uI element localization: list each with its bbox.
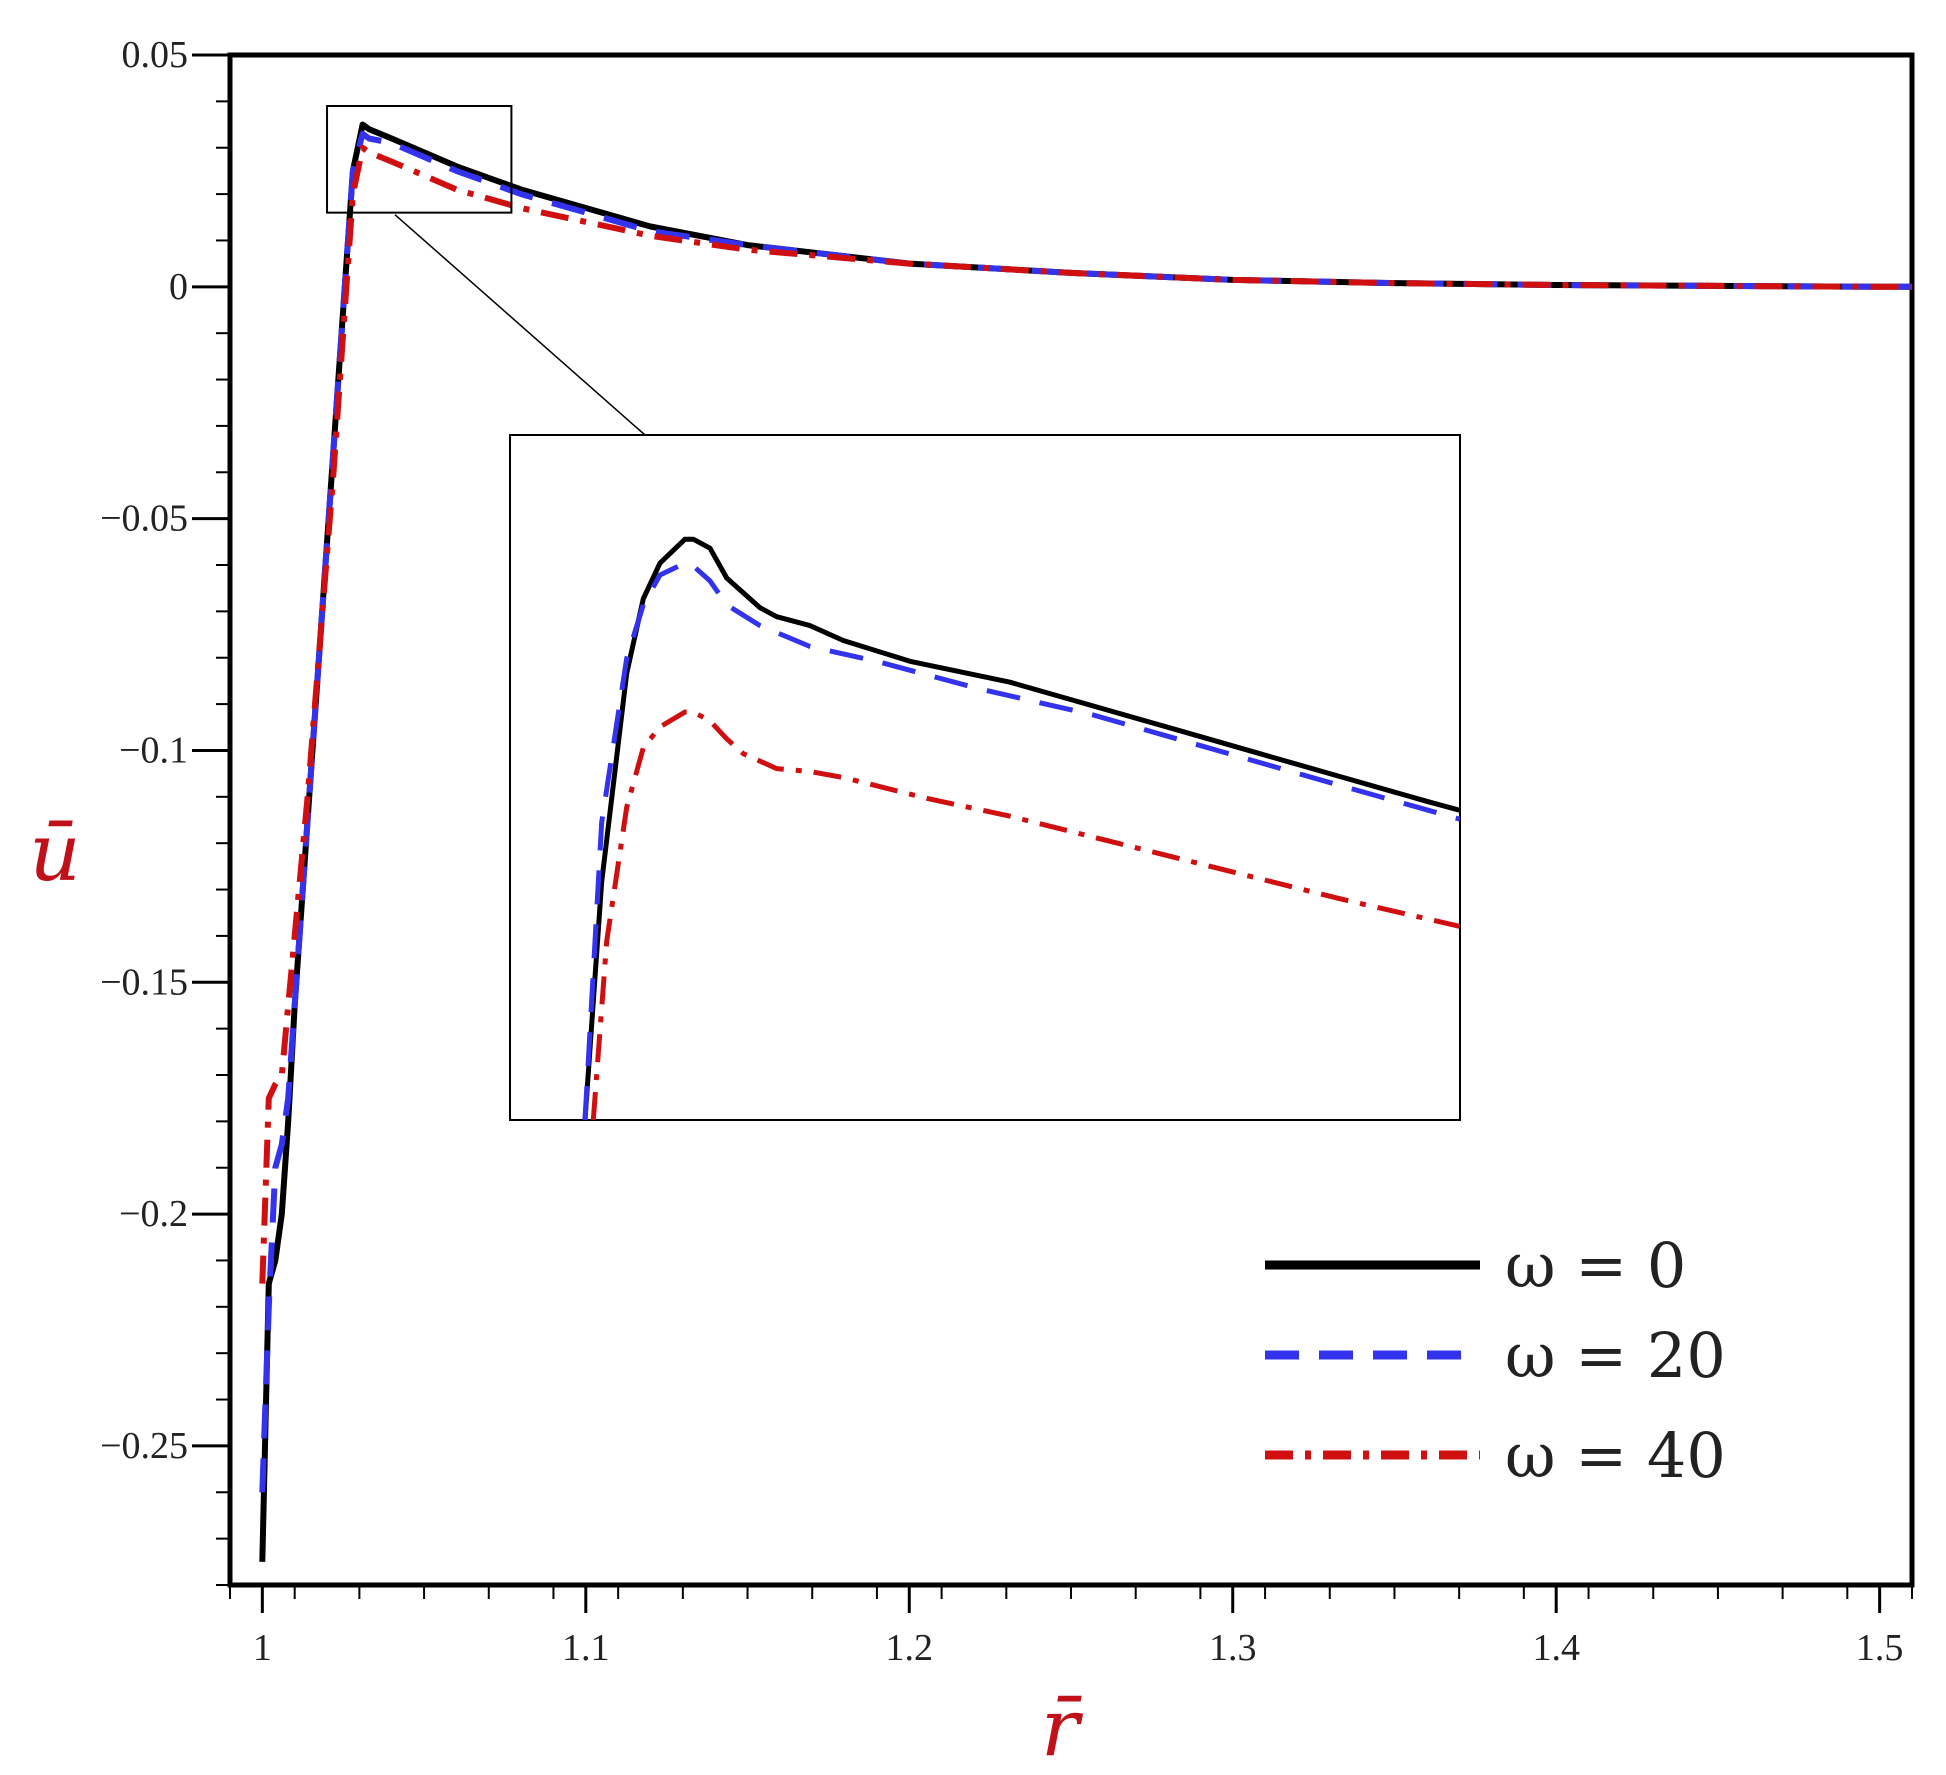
x-tick-label: 1.4 bbox=[1532, 1627, 1580, 1669]
y-tick-label: −0.05 bbox=[100, 498, 188, 540]
y-tick-label: −0.25 bbox=[100, 1425, 188, 1467]
legend-label-2: ω = 40 bbox=[1505, 1419, 1726, 1492]
inset-frame bbox=[509, 434, 1461, 1121]
y-tick-label: −0.15 bbox=[100, 961, 188, 1003]
series-line-2 bbox=[259, 144, 1912, 1284]
zoom-rectangle bbox=[326, 105, 513, 214]
axis-tick-labels: 1 1.1 1.2 1.3 1.4 1.5 0.05 0 −0.05 −0.1 −0.15 −0.2 −… bbox=[100, 34, 1903, 1669]
inset-background bbox=[510, 435, 1460, 1120]
y-tick-label: −0.2 bbox=[119, 1193, 188, 1235]
inset-series-line-1 bbox=[582, 560, 1460, 1120]
legend: ω = 0 ω = 20 ω = 40 bbox=[1265, 1229, 1726, 1492]
inset-fill bbox=[510, 435, 1460, 1120]
y-tick-label: 0 bbox=[169, 266, 188, 308]
x-tick-label: 1.3 bbox=[1209, 1627, 1257, 1669]
series-lines bbox=[259, 121, 1912, 1562]
zoom-connector-line bbox=[394, 214, 646, 436]
inset-series-line-0 bbox=[582, 536, 1460, 1120]
x-tick-label: 1.1 bbox=[562, 1627, 610, 1669]
x-axis-label: r̄ bbox=[1041, 1681, 1084, 1774]
zoom-inset bbox=[326, 105, 1461, 1121]
x-tick-label: 1 bbox=[253, 1627, 272, 1669]
axis-ticks bbox=[192, 53, 1913, 1613]
y-axis-label: ū bbox=[29, 806, 81, 899]
legend-label-1: ω = 20 bbox=[1505, 1319, 1726, 1392]
y-tick-label: 0.05 bbox=[122, 34, 189, 76]
y-tick-label: −0.1 bbox=[119, 729, 188, 771]
inset-series-lines bbox=[582, 536, 1460, 1120]
inset-series-line-2 bbox=[590, 709, 1460, 1120]
x-tick-label: 1.2 bbox=[886, 1627, 934, 1669]
x-tick-label: 1.5 bbox=[1856, 1627, 1904, 1669]
legend-label-0: ω = 0 bbox=[1505, 1229, 1686, 1302]
